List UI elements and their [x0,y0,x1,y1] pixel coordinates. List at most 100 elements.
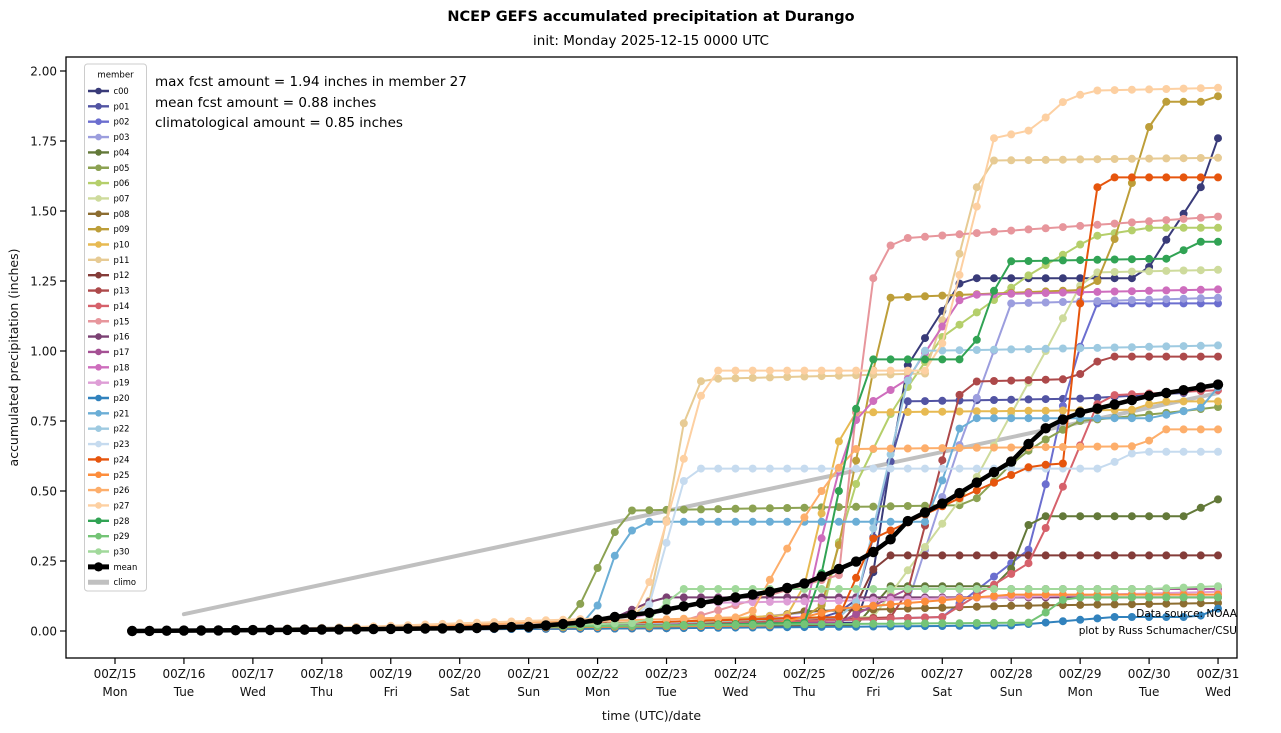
data-point [1007,590,1016,599]
data-point [971,477,982,488]
legend-marker-p03 [95,133,102,141]
data-point [972,274,981,283]
data-point [1041,601,1050,610]
data-point [714,366,723,375]
data-point [540,620,552,631]
data-point [1162,154,1171,163]
data-point [1093,414,1102,423]
data-point [1007,618,1016,627]
y-tick-label: 0.50 [30,485,57,499]
data-point [1162,223,1171,232]
data-point [955,346,964,355]
data-point [1162,613,1171,621]
legend-marker-p09 [95,225,102,233]
data-point [1041,406,1050,415]
data-point [850,556,862,567]
data-point [1179,352,1188,361]
data-point [1058,595,1067,604]
data-point [1041,298,1050,307]
data-point [903,551,912,560]
legend-marker-p21 [95,410,102,417]
data-point [1024,521,1033,529]
data-point [921,597,929,606]
data-point [921,407,929,416]
data-point [1040,423,1051,434]
data-point [1093,220,1102,229]
x-tick-label: 00Z/30 Tue [1128,667,1171,699]
data-point [1145,414,1154,423]
data-point [972,494,981,503]
data-point [938,596,947,605]
data-point [852,610,861,619]
data-point [886,408,895,417]
legend-label-mean: mean [114,562,138,572]
data-point [1214,341,1222,350]
data-point [1041,375,1050,384]
data-point [1007,407,1016,415]
data-point [178,625,190,636]
data-point [886,464,895,473]
data-point [869,534,878,543]
series-line-p07 [131,268,1219,632]
data-point [817,487,826,495]
data-point [1145,599,1154,608]
data-point [645,621,654,630]
data-point [955,602,964,611]
data-point [1110,173,1119,182]
data-point [714,374,723,383]
data-point [921,397,929,406]
data-point [679,477,688,485]
data-point [834,437,843,446]
data-point [921,334,929,343]
data-point [679,517,688,526]
data-point [1127,179,1136,187]
data-point [1214,285,1222,294]
data-point [1179,613,1188,621]
data-point [1076,370,1085,378]
data-point [1145,254,1154,263]
data-point [1196,97,1205,106]
data-point [1145,436,1154,445]
data-point [938,346,947,355]
data-point [869,444,878,453]
data-point [1110,512,1119,521]
data-point [662,538,671,547]
data-point [1093,614,1102,623]
data-point [1093,155,1102,164]
legend-label-p18: p18 [114,362,130,372]
data-point [161,625,172,636]
data-point [1024,618,1033,627]
data-point [454,623,465,634]
data-point [1179,266,1188,275]
data-point [1196,285,1205,294]
x-tick-label: 00Z/20 Sat [438,667,481,699]
data-point [783,544,792,553]
data-point [1145,85,1154,94]
data-point [1007,601,1016,610]
data-point [1024,585,1033,593]
data-point [1058,585,1067,593]
data-point [748,620,757,629]
data-point [592,614,603,625]
data-point [1076,551,1085,560]
data-point [1058,274,1067,283]
data-point [1127,226,1136,235]
data-point [1093,393,1102,402]
data-point [921,543,929,551]
data-point [903,619,912,628]
data-point [1127,414,1136,423]
data-point [852,502,861,511]
data-point [1076,512,1085,521]
data-point [1058,551,1067,560]
data-point [1075,407,1086,418]
data-point [903,366,912,375]
data-point [731,464,740,473]
data-point [1127,173,1136,182]
data-point [765,597,774,606]
data-point [731,366,740,375]
data-point [955,619,964,628]
data-point [765,620,774,629]
data-point [1076,155,1085,164]
data-point [783,597,792,606]
